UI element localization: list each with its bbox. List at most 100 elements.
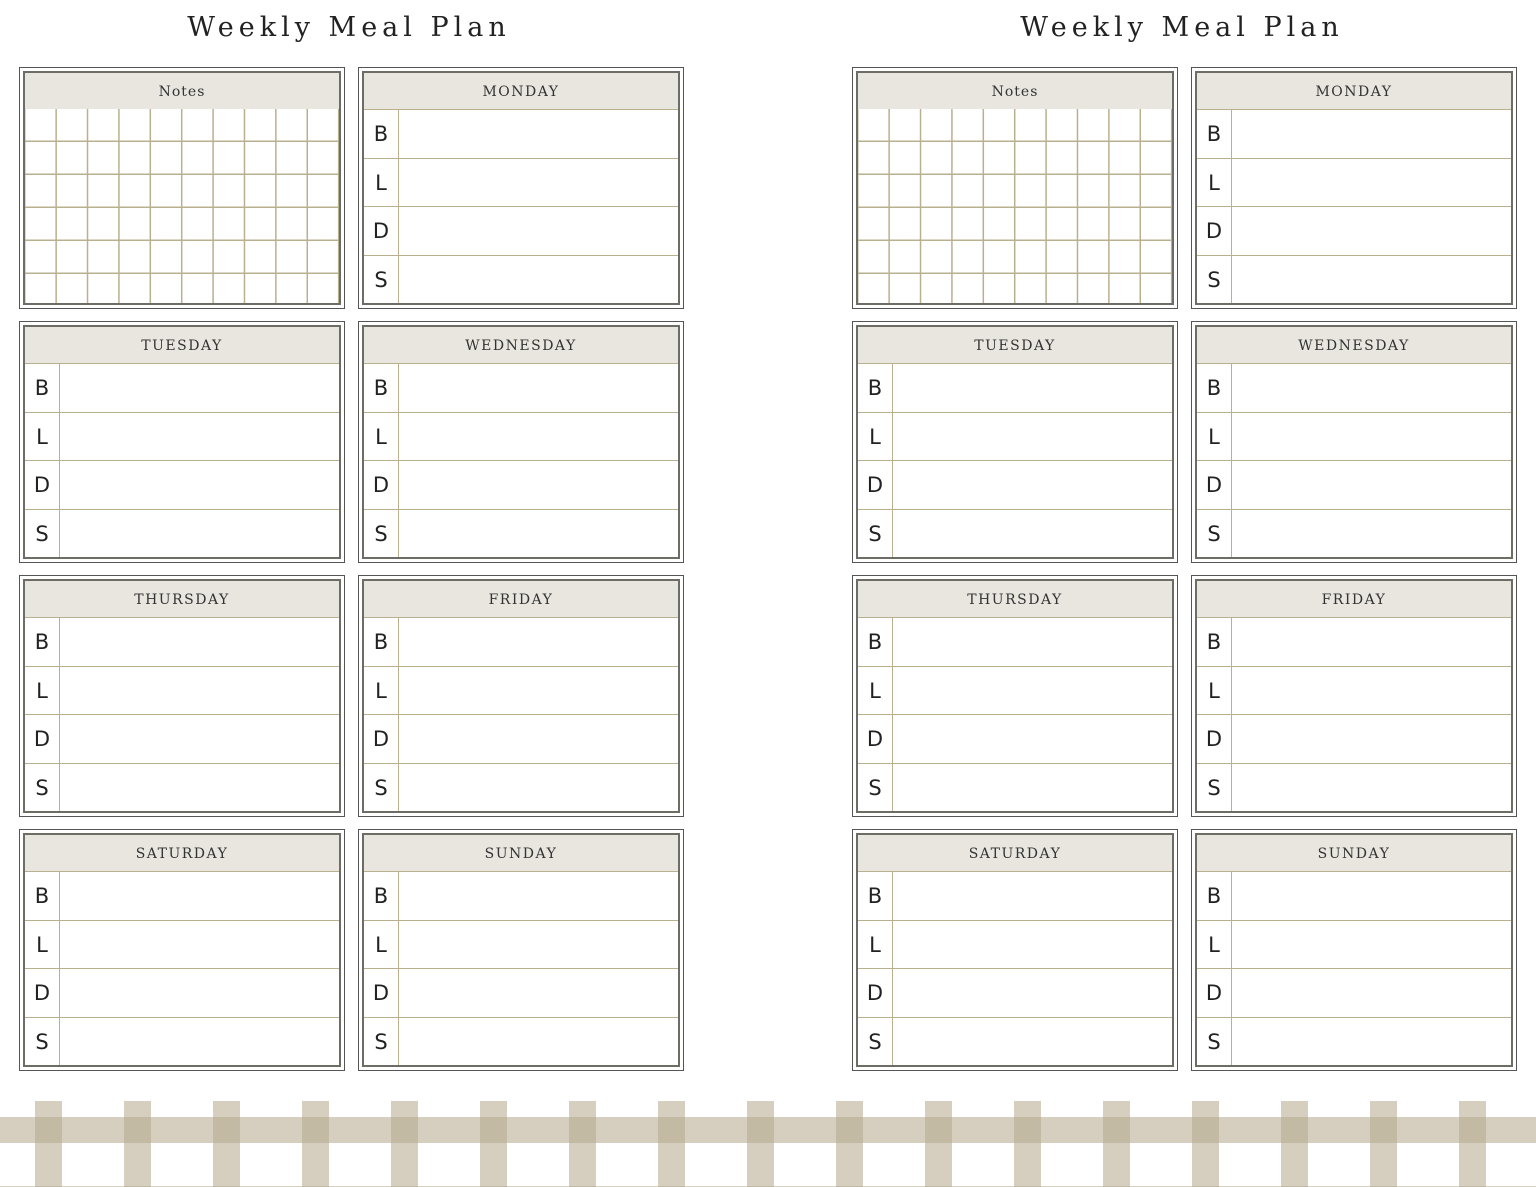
meal-entry-field[interactable] (1232, 256, 1511, 304)
meal-row: L (858, 919, 1172, 969)
meal-row: D (364, 206, 678, 255)
meal-entry-field[interactable] (399, 159, 678, 207)
meal-entry-field[interactable] (60, 1018, 339, 1066)
meal-entry-field[interactable] (1232, 764, 1511, 812)
meal-letter: S (1197, 509, 1232, 557)
meal-letter: D (858, 969, 893, 1017)
meal-entry-field[interactable] (893, 1018, 1172, 1066)
meal-entry-field[interactable] (399, 921, 678, 969)
meal-entry-field[interactable] (893, 667, 1172, 715)
meal-entry-field[interactable] (60, 921, 339, 969)
meal-letter: D (364, 207, 399, 255)
meal-entry-field[interactable] (399, 969, 678, 1017)
page-title: Weekly Meal Plan (187, 12, 511, 43)
meal-entry-field[interactable] (1232, 667, 1511, 715)
meal-letter: S (1197, 255, 1232, 303)
meal-letter: B (858, 364, 893, 412)
day-header: THURSDAY (25, 581, 339, 617)
meal-entry-field[interactable] (399, 715, 678, 763)
meal-entry-field[interactable] (893, 510, 1172, 558)
meal-entry-field[interactable] (1232, 207, 1511, 255)
meal-row: B (858, 871, 1172, 920)
card-inner: MONDAY B L D S (1195, 71, 1513, 305)
meal-entry-field[interactable] (399, 510, 678, 558)
meal-letter: L (858, 920, 893, 968)
meal-entry-field[interactable] (893, 461, 1172, 509)
meal-entry-field[interactable] (399, 618, 678, 666)
meal-entry-field[interactable] (893, 969, 1172, 1017)
meal-letter: B (1197, 872, 1232, 920)
day-card-thursday: THURSDAY B L D S (19, 575, 345, 817)
meal-row: D (1197, 968, 1511, 1017)
meal-entry-field[interactable] (1232, 159, 1511, 207)
meal-entry-field[interactable] (1232, 618, 1511, 666)
meal-entry-field[interactable] (1232, 461, 1511, 509)
meal-entry-field[interactable] (1232, 110, 1511, 158)
day-card-friday: FRIDAY B L D S (358, 575, 684, 817)
meal-entry-field[interactable] (893, 364, 1172, 412)
meal-row: S (25, 508, 339, 558)
meal-entry-field[interactable] (893, 872, 1172, 920)
notes-grid[interactable] (25, 109, 339, 303)
meal-entry-field[interactable] (60, 510, 339, 558)
meal-entry-field[interactable] (60, 618, 339, 666)
meal-entry-field[interactable] (893, 715, 1172, 763)
meal-letter: B (364, 110, 399, 158)
day-header: SUNDAY (364, 835, 678, 871)
meal-entry-field[interactable] (60, 872, 339, 920)
meal-letter: B (858, 618, 893, 666)
meal-entry-field[interactable] (399, 256, 678, 304)
meal-letter: D (858, 715, 893, 763)
meal-entry-field[interactable] (60, 764, 339, 812)
meal-entry-field[interactable] (60, 461, 339, 509)
meal-letter: S (1197, 1017, 1232, 1065)
meal-row: D (858, 714, 1172, 763)
meal-entry-field[interactable] (60, 667, 339, 715)
meal-entry-field[interactable] (1232, 969, 1511, 1017)
meal-entry-field[interactable] (1232, 715, 1511, 763)
meal-entry-field[interactable] (60, 715, 339, 763)
meal-entry-field[interactable] (893, 618, 1172, 666)
meal-entry-field[interactable] (399, 207, 678, 255)
meal-row: B (858, 363, 1172, 412)
meal-entry-field[interactable] (399, 1018, 678, 1066)
meal-entry-field[interactable] (399, 872, 678, 920)
meal-entry-field[interactable] (60, 969, 339, 1017)
meal-entry-field[interactable] (399, 364, 678, 412)
meal-entry-field[interactable] (399, 110, 678, 158)
meal-entry-field[interactable] (1232, 921, 1511, 969)
meal-entry-field[interactable] (893, 921, 1172, 969)
meal-letter: D (364, 461, 399, 509)
meal-entry-field[interactable] (399, 461, 678, 509)
meal-entry-field[interactable] (60, 364, 339, 412)
notes-grid[interactable] (858, 109, 1172, 303)
meal-letter: D (1197, 715, 1232, 763)
meal-entry-field[interactable] (1232, 364, 1511, 412)
meal-entry-field[interactable] (893, 413, 1172, 461)
meal-letter: L (364, 412, 399, 460)
card-inner: FRIDAY B L D S (1195, 579, 1513, 813)
meal-entry-field[interactable] (1232, 872, 1511, 920)
meal-row: L (1197, 919, 1511, 969)
meal-letter: D (1197, 969, 1232, 1017)
card-inner: WEDNESDAY B L D S (1195, 325, 1513, 559)
planner-page: Weekly Meal Plan Notes MONDAY B L D S TUESDAY B L… (833, 0, 1536, 1100)
meal-row: B (1197, 871, 1511, 920)
meal-entry-field[interactable] (399, 667, 678, 715)
meal-row: S (858, 1016, 1172, 1066)
day-card-wednesday: WEDNESDAY B L D S (358, 321, 684, 563)
meal-letter: D (25, 969, 60, 1017)
meal-entry-field[interactable] (1232, 1018, 1511, 1066)
meal-letter: B (858, 872, 893, 920)
meal-entry-field[interactable] (399, 413, 678, 461)
meal-entry-field[interactable] (60, 413, 339, 461)
meal-entry-field[interactable] (1232, 413, 1511, 461)
meal-entry-field[interactable] (1232, 510, 1511, 558)
meal-row: L (1197, 665, 1511, 715)
meal-letter: B (1197, 364, 1232, 412)
meal-letter: L (364, 158, 399, 206)
meal-entry-field[interactable] (893, 764, 1172, 812)
meal-entry-field[interactable] (399, 764, 678, 812)
meal-row: S (1197, 254, 1511, 304)
meal-letter: S (364, 255, 399, 303)
